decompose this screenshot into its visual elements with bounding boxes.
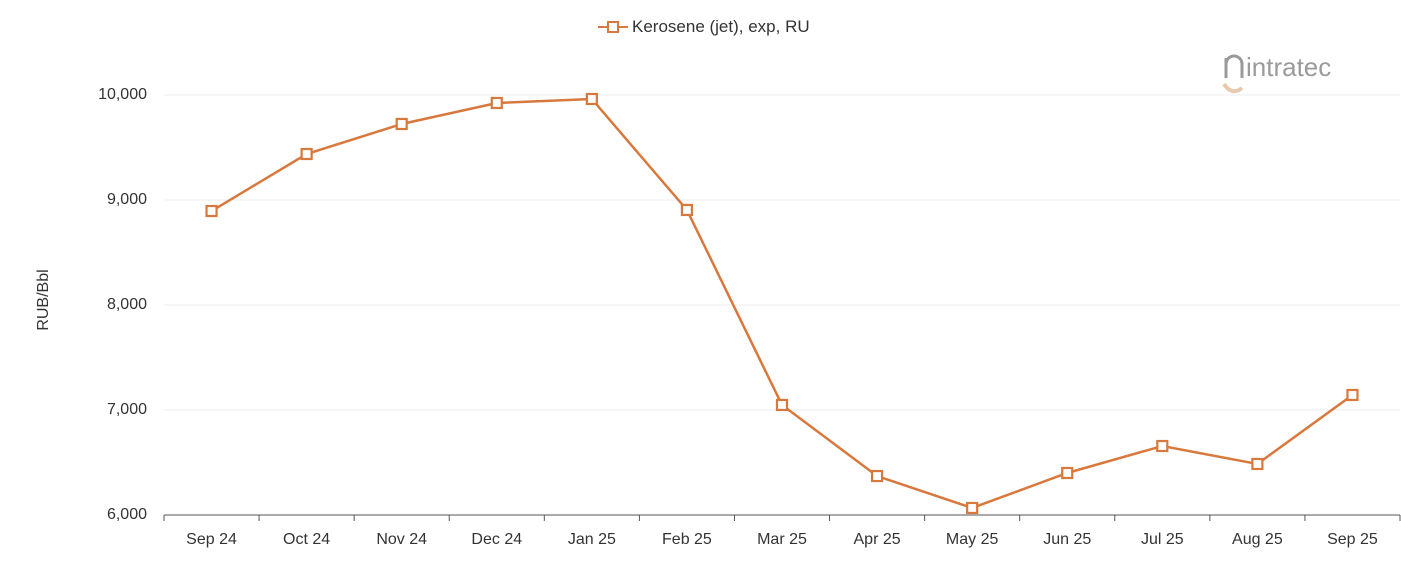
data-point-marker — [1061, 466, 1074, 480]
y-tick-label: 10,000 — [98, 86, 147, 103]
data-point-marker — [1346, 388, 1359, 402]
x-tick-label: Aug 25 — [1232, 531, 1283, 548]
x-tick-label: Dec 24 — [471, 531, 523, 548]
x-tick-label: Mar 25 — [757, 531, 807, 548]
y-tick-label: 6,000 — [106, 506, 147, 523]
data-point-marker — [205, 204, 218, 218]
legend[interactable]: Kerosene (jet), exp, RU — [598, 17, 810, 37]
data-point-marker — [966, 501, 979, 515]
series-line — [210, 97, 1354, 510]
x-tick-label: May 25 — [945, 531, 999, 548]
intratec-logo: intratec — [1222, 52, 1331, 94]
data-point-marker — [1251, 457, 1264, 471]
data-point-marker — [775, 398, 789, 412]
x-tick-label: Sep 25 — [1327, 531, 1378, 548]
y-axis-label: RUB/Bbl — [35, 269, 52, 331]
x-tick-label: Jan 25 — [567, 531, 616, 548]
x-tick-label: Feb 25 — [662, 531, 712, 548]
x-tick-label: Oct 24 — [283, 531, 331, 548]
data-point-marker — [1156, 439, 1169, 453]
y-tick-label: 8,000 — [106, 296, 147, 313]
y-tick-label: 7,000 — [106, 401, 147, 418]
x-tick-label: Sep 24 — [186, 531, 237, 548]
legend-label: Kerosene (jet), exp, RU — [632, 17, 810, 36]
x-tick-label: Jul 25 — [1140, 531, 1184, 548]
legend-line-square-icon — [598, 21, 628, 33]
x-tick-label: Jun 25 — [1043, 531, 1092, 548]
y-tick-label: 9,000 — [106, 191, 147, 208]
data-point-marker — [490, 96, 503, 110]
data-point-marker — [870, 469, 884, 483]
data-point-marker — [585, 92, 598, 106]
data-point-marker — [680, 203, 694, 217]
x-tick-label: Nov 24 — [376, 531, 428, 548]
data-point-marker — [300, 147, 313, 161]
x-tick-label: Apr 25 — [853, 531, 901, 548]
svg-text:intratec: intratec — [1246, 52, 1331, 82]
data-point-marker — [395, 117, 408, 131]
